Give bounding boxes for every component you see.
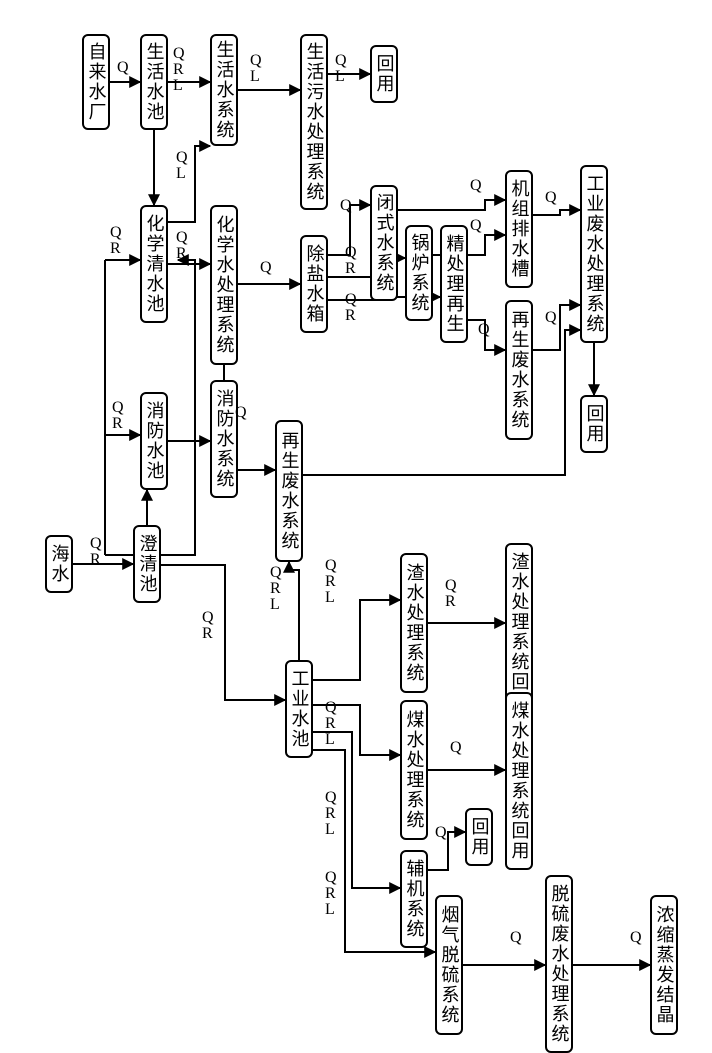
edge-label: Q [435, 825, 447, 841]
node-tapPlant: 自来水厂 [82, 34, 110, 130]
edge-label: Q R L [325, 790, 337, 838]
edge-label: Q R [112, 400, 124, 432]
edge-label: Q R [110, 225, 122, 257]
edge-layer [0, 0, 712, 1000]
node-lifeSystem: 生活水系统 [210, 34, 238, 146]
edge-label: Q [117, 60, 129, 76]
node-reclaim: 再生废水系统 [275, 420, 303, 562]
node-drainTank: 机组排水槽 [505, 170, 533, 288]
edge-label: Q R L [325, 700, 337, 748]
edge-label: Q R [345, 245, 357, 277]
node-fireSys: 消防水系统 [210, 380, 238, 498]
node-coalSys: 煤水处理系统 [400, 700, 428, 840]
edge-label: Q L [250, 53, 262, 85]
node-polish: 精处理再生 [440, 225, 468, 343]
node-coalReuse: 煤水处理系统回用 [505, 692, 533, 870]
node-lifePool: 生活水池 [140, 34, 168, 130]
node-regenWaste: 再生废水系统 [505, 300, 533, 440]
node-auxSys: 辅机系统 [400, 850, 428, 948]
edge-label: Q [510, 930, 522, 946]
node-lifeSewage: 生活污水处理系统 [300, 34, 328, 210]
node-reuse2: 回用 [580, 395, 608, 453]
edge-label: Q R L [325, 558, 337, 606]
node-chemPool: 化学清水池 [140, 205, 168, 323]
node-reuse3: 回用 [465, 808, 493, 866]
edge-label: Q [340, 198, 352, 214]
edge-label: Q R [445, 578, 457, 610]
edge-label: Q R L [325, 870, 337, 918]
edge-label: Q R L [173, 46, 185, 94]
edge-label: Q R L [270, 565, 282, 613]
node-slagSys: 渣水处理系统 [400, 553, 428, 693]
node-reuse1: 回用 [370, 45, 398, 103]
node-fgdSys: 烟气脱硫系统 [435, 895, 463, 1035]
edge-label: Q [470, 178, 482, 194]
edge-label: Q [260, 260, 272, 276]
node-demTank: 除盐水箱 [300, 235, 328, 333]
node-evap: 浓缩蒸发结晶 [650, 895, 678, 1035]
node-clarifier: 澄清池 [133, 525, 161, 603]
edge-label: Q [470, 218, 482, 234]
edge-label: Q L [176, 150, 188, 182]
node-boilerSys: 锅炉系统 [405, 225, 433, 321]
node-chemSys: 化学水处理系统 [210, 205, 238, 365]
node-seawater: 海水 [45, 535, 73, 593]
node-closedSys: 闭式水系统 [370, 185, 398, 301]
edge-label: Q R [202, 610, 214, 642]
edge-label: Q R [345, 292, 357, 324]
edge-label: Q [478, 322, 490, 338]
node-firePool: 消防水池 [140, 392, 168, 490]
edge-label: Q L [335, 53, 347, 85]
node-indPool: 工业水池 [285, 660, 313, 758]
edge-label: Q [545, 190, 557, 206]
edge-label: Q [630, 930, 642, 946]
edge-label: Q [450, 740, 462, 756]
edge-label: Q [235, 405, 247, 421]
edge-label: Q R [90, 536, 102, 568]
edge-label: Q R [176, 230, 188, 262]
node-fgdWaste: 脱硫废水处理系统 [545, 875, 573, 1053]
edge-label: Q [545, 310, 557, 326]
node-indWaste: 工业废水处理系统 [580, 165, 608, 343]
diagram-canvas: { "diagram": { "type": "flowchart", "bac… [0, 0, 712, 1000]
